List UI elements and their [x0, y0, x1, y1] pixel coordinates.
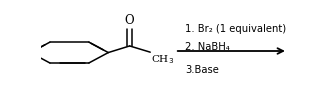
Text: 2. NaBH₄: 2. NaBH₄ [185, 42, 230, 52]
Text: CH$_3$: CH$_3$ [151, 53, 174, 66]
Text: O: O [125, 14, 134, 27]
Text: 3.Base: 3.Base [185, 65, 219, 75]
Text: 1. Br₂ (1 equivalent): 1. Br₂ (1 equivalent) [185, 24, 286, 34]
